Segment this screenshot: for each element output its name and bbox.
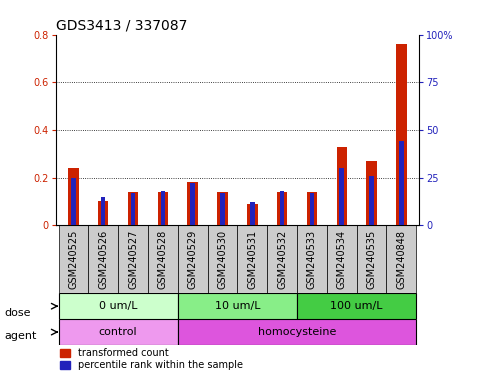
Text: GSM240535: GSM240535 <box>367 230 377 289</box>
Bar <box>307 192 317 225</box>
Bar <box>310 193 314 225</box>
Bar <box>386 225 416 293</box>
Bar <box>297 225 327 293</box>
Bar <box>190 183 195 225</box>
Bar <box>247 204 257 225</box>
Bar <box>161 191 165 225</box>
Text: GSM240531: GSM240531 <box>247 230 257 289</box>
Legend: transformed count, percentile rank within the sample: transformed count, percentile rank withi… <box>60 348 243 370</box>
Text: GSM240530: GSM240530 <box>217 230 227 289</box>
Bar <box>68 168 79 225</box>
Bar <box>369 175 374 225</box>
Bar <box>98 201 109 225</box>
Bar <box>148 225 178 293</box>
Text: control: control <box>99 327 138 337</box>
Bar <box>297 293 416 319</box>
Text: 100 um/L: 100 um/L <box>330 301 383 311</box>
Text: GSM240529: GSM240529 <box>188 230 198 289</box>
Text: GSM240528: GSM240528 <box>158 230 168 289</box>
Bar <box>58 293 178 319</box>
Bar <box>208 225 238 293</box>
Bar <box>178 225 208 293</box>
Bar <box>396 44 407 225</box>
Bar <box>58 225 88 293</box>
Text: GSM240533: GSM240533 <box>307 230 317 289</box>
Bar <box>267 225 297 293</box>
Text: homocysteine: homocysteine <box>258 327 336 337</box>
Text: GSM240532: GSM240532 <box>277 230 287 289</box>
Bar <box>128 192 138 225</box>
Bar <box>337 147 347 225</box>
Bar <box>187 182 198 225</box>
Bar <box>178 293 297 319</box>
Text: GDS3413 / 337087: GDS3413 / 337087 <box>56 18 187 32</box>
Text: agent: agent <box>5 331 37 341</box>
Bar <box>88 225 118 293</box>
Bar <box>101 197 105 225</box>
Bar <box>366 161 377 225</box>
Text: GSM240526: GSM240526 <box>98 230 108 289</box>
Bar <box>327 225 356 293</box>
Bar <box>340 168 344 225</box>
Bar <box>280 191 284 225</box>
Text: 10 um/L: 10 um/L <box>214 301 260 311</box>
Bar <box>178 319 416 345</box>
Text: dose: dose <box>5 308 31 318</box>
Bar <box>118 225 148 293</box>
Text: GSM240525: GSM240525 <box>69 230 78 289</box>
Bar <box>217 192 227 225</box>
Bar <box>58 319 178 345</box>
Text: 0 um/L: 0 um/L <box>99 301 137 311</box>
Text: GSM240848: GSM240848 <box>397 230 406 289</box>
Bar <box>131 193 135 225</box>
Text: GSM240527: GSM240527 <box>128 230 138 289</box>
Bar <box>157 192 168 225</box>
Bar <box>250 202 255 225</box>
Bar <box>238 225 267 293</box>
Bar <box>277 192 287 225</box>
Bar <box>356 225 386 293</box>
Bar <box>220 193 225 225</box>
Bar <box>71 177 76 225</box>
Text: GSM240534: GSM240534 <box>337 230 347 289</box>
Bar <box>399 141 404 225</box>
